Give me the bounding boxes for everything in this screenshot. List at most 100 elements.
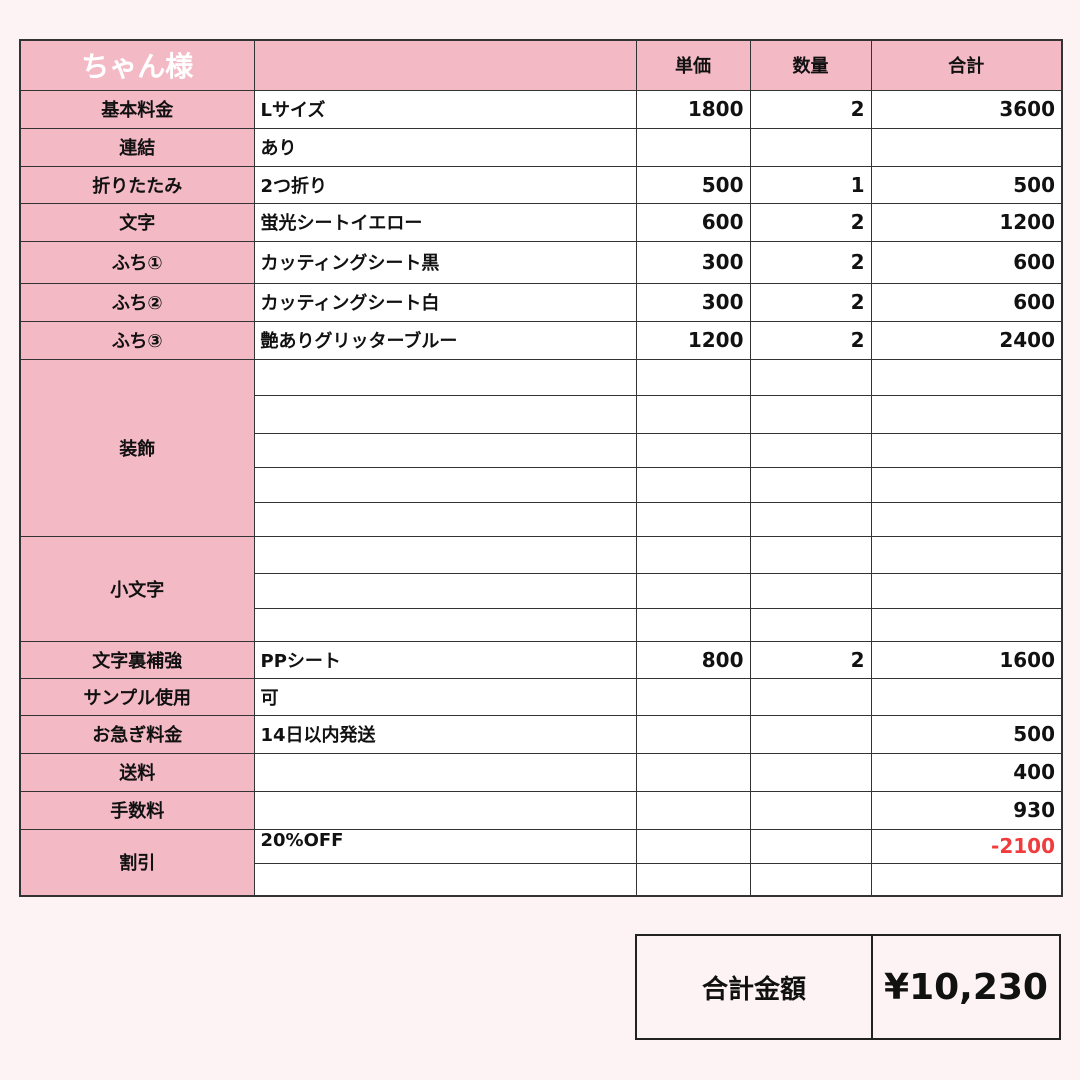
total-cell: 600	[870, 282, 1063, 322]
table-row: 文字 蛍光シートイエロー 600 2 1200	[19, 202, 1063, 242]
row-label: ふち③	[19, 320, 255, 360]
total-cell: 3600	[870, 89, 1063, 129]
total-cell	[870, 677, 1063, 716]
table-row: 装飾	[19, 358, 1063, 537]
unit-price-cell: 300	[635, 282, 751, 322]
item-cell: 20%OFF	[253, 828, 637, 864]
quantity-cell	[749, 607, 872, 642]
header-unit-price: 単価	[635, 39, 751, 91]
unit-price-cell	[635, 862, 751, 897]
row-label: 割引	[19, 828, 255, 897]
table-row: ふち② カッティングシート白 300 2 600	[19, 282, 1063, 322]
quantity-cell	[749, 127, 872, 167]
quantity-cell: 2	[749, 320, 872, 360]
quantity-cell	[749, 790, 872, 830]
quantity-cell	[749, 535, 872, 574]
table-row: 連結 あり	[19, 127, 1063, 167]
table-row: お急ぎ料金 14日以内発送 500	[19, 714, 1063, 754]
total-cell	[870, 607, 1063, 642]
item-cell	[253, 790, 637, 830]
quantity-cell	[749, 358, 872, 396]
row-label: 手数料	[19, 790, 255, 830]
unit-price-cell: 600	[635, 202, 751, 242]
unit-price-cell: 1200	[635, 320, 751, 360]
item-cell	[253, 572, 637, 609]
quote-table: ちゃん様 単価 数量 合計 基本料金 Lサイズ 1800 2 3600 連結 あり 折りたたみ…	[19, 39, 1063, 897]
table-row: 折りたたみ 2つ折り 500 1 500	[19, 165, 1063, 204]
total-cell: -2100	[870, 828, 1063, 864]
quantity-cell	[749, 752, 872, 792]
total-cell	[870, 862, 1063, 897]
table-row: 基本料金 Lサイズ 1800 2 3600	[19, 89, 1063, 129]
total-cell	[870, 501, 1063, 537]
item-cell	[253, 535, 637, 574]
total-cell: 400	[870, 752, 1063, 792]
row-label: 文字裏補強	[19, 640, 255, 679]
row-label: 連結	[19, 127, 255, 167]
table-row: 小文字	[19, 535, 1063, 642]
unit-price-cell	[635, 358, 751, 396]
item-cell	[253, 752, 637, 792]
table-row	[20, 432, 1063, 468]
unit-price-cell	[635, 752, 751, 792]
total-cell: 500	[870, 714, 1063, 754]
table-row: 手数料 930	[19, 790, 1063, 830]
total-cell: 500	[870, 165, 1063, 204]
item-cell: 艶ありグリッターブルー	[253, 320, 637, 360]
unit-price-cell: 1800	[635, 89, 751, 129]
quantity-cell	[749, 862, 872, 897]
item-cell	[253, 432, 637, 468]
item-cell	[253, 466, 637, 503]
row-label: 基本料金	[19, 89, 255, 129]
item-cell: 14日以内発送	[253, 714, 637, 754]
header-item	[253, 39, 637, 91]
table-row: 割引 20%OFF -2100	[19, 828, 1063, 897]
unit-price-cell	[635, 828, 751, 864]
unit-price-cell: 800	[635, 640, 751, 679]
quantity-cell: 2	[749, 282, 872, 322]
total-cell	[870, 466, 1063, 503]
row-label: 文字	[19, 202, 255, 242]
item-cell: 蛍光シートイエロー	[253, 202, 637, 242]
quantity-cell	[749, 394, 872, 434]
item-cell: 2つ折り	[253, 165, 637, 204]
table-row	[20, 501, 1063, 537]
table-row	[20, 862, 1063, 897]
row-label: 装飾	[19, 358, 255, 537]
item-cell: PPシート	[253, 640, 637, 679]
unit-price-cell	[635, 535, 751, 574]
item-cell	[253, 862, 637, 897]
table-row	[20, 394, 1063, 434]
header-row: ちゃん様 単価 数量 合計	[19, 39, 1063, 91]
unit-price-cell	[635, 572, 751, 609]
total-cell	[870, 127, 1063, 167]
item-cell	[253, 394, 637, 434]
customer-title: ちゃん様	[19, 39, 255, 91]
table-row: ふち③ 艶ありグリッターブルー 1200 2 2400	[19, 320, 1063, 360]
total-cell: 1600	[870, 640, 1063, 679]
item-cell: カッティングシート白	[253, 282, 637, 322]
quantity-cell: 2	[749, 640, 872, 679]
item-cell: あり	[253, 127, 637, 167]
unit-price-cell	[635, 501, 751, 537]
unit-price-cell: 300	[635, 240, 751, 284]
total-cell	[870, 572, 1063, 609]
unit-price-cell	[635, 466, 751, 503]
quantity-cell: 2	[749, 202, 872, 242]
table-row	[20, 466, 1063, 503]
quantity-cell: 1	[749, 165, 872, 204]
header-quantity: 数量	[749, 39, 872, 91]
total-cell: 2400	[870, 320, 1063, 360]
row-label: 折りたたみ	[19, 165, 255, 204]
unit-price-cell	[635, 790, 751, 830]
row-label: サンプル使用	[19, 677, 255, 716]
quantity-cell	[749, 432, 872, 468]
grand-total-box: 合計金額 ¥10,230	[635, 934, 1061, 1040]
table-row: ふち① カッティングシート黒 300 2 600	[19, 240, 1063, 284]
grand-total-label: 合計金額	[637, 936, 873, 1038]
row-label: お急ぎ料金	[19, 714, 255, 754]
quantity-cell	[749, 677, 872, 716]
header-total: 合計	[870, 39, 1063, 91]
quantity-cell	[749, 828, 872, 864]
table-row: 送料 400	[19, 752, 1063, 792]
